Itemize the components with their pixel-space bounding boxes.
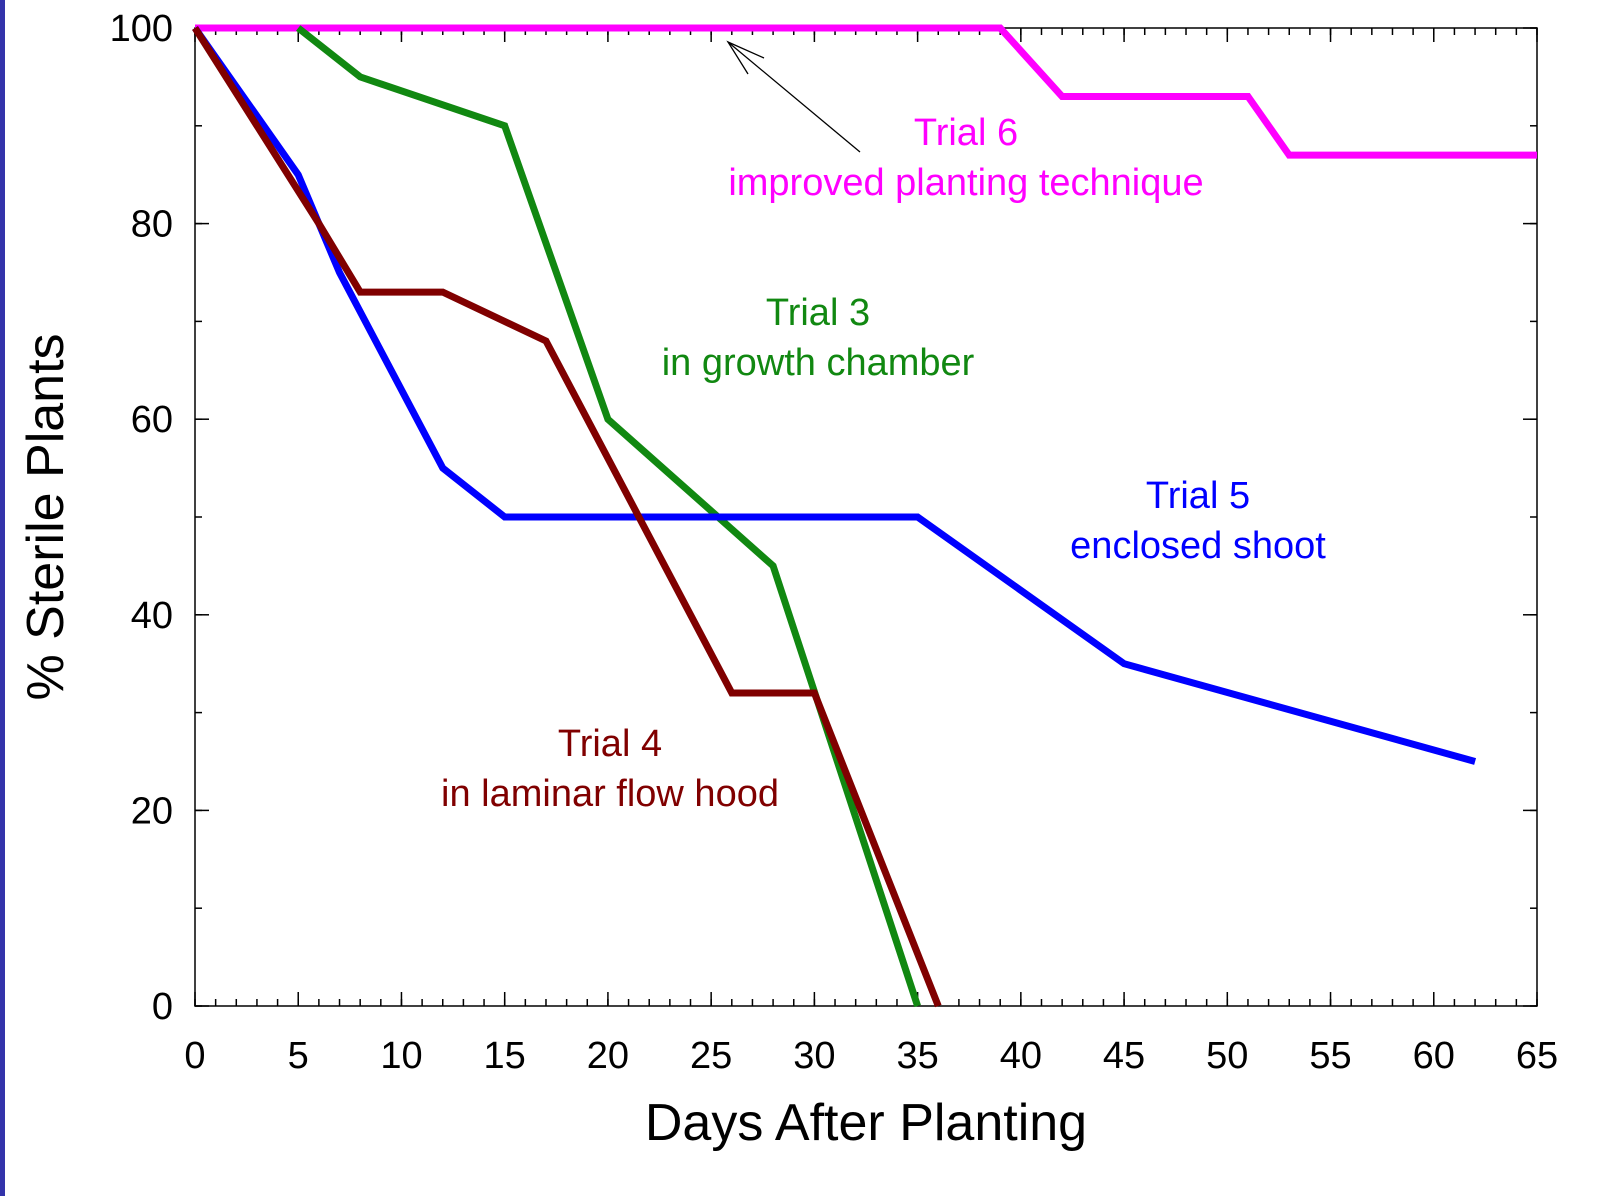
x-tick-label: 35 (896, 1035, 938, 1077)
x-tick-label: 40 (1000, 1035, 1042, 1077)
series-description: enclosed shoot (1070, 525, 1326, 567)
series-line (192, 26, 942, 1008)
series-name: Trial 5 (1146, 475, 1250, 517)
y-axis-label: % Sterile Plants (17, 333, 75, 700)
x-tick-label: 55 (1309, 1035, 1351, 1077)
x-tick-label: 0 (184, 1035, 205, 1077)
x-tick-label: 60 (1413, 1035, 1455, 1077)
series-description: improved planting technique (728, 162, 1203, 204)
y-tick-label: 40 (131, 595, 173, 637)
annotation-arrowhead (726, 40, 765, 75)
y-tick-label: 80 (131, 204, 173, 246)
x-tick-label: 45 (1103, 1035, 1145, 1077)
series-line (192, 25, 1477, 765)
y-tick-label: 0 (152, 986, 173, 1028)
x-tick-label: 65 (1516, 1035, 1558, 1077)
series-description: in laminar flow hood (441, 773, 779, 815)
x-tick-label: 50 (1206, 1035, 1248, 1077)
x-tick-label: 10 (380, 1035, 422, 1077)
series-line (296, 25, 921, 1008)
series-name: Trial 3 (766, 292, 870, 334)
y-tick-label: 20 (131, 790, 173, 832)
x-axis-label: Days After Planting (645, 1094, 1087, 1152)
x-tick-label: 5 (288, 1035, 309, 1077)
series-name: Trial 6 (914, 112, 1018, 154)
edge-strip (0, 0, 5, 1196)
y-tick-label: 100 (110, 8, 173, 50)
x-tick-label: 30 (793, 1035, 835, 1077)
annotation-arrow (727, 41, 861, 153)
y-tick-label: 60 (131, 399, 173, 441)
series-description: in growth chamber (662, 342, 975, 384)
x-tick-label: 25 (690, 1035, 732, 1077)
series-line (195, 24, 1537, 159)
x-tick-label: 15 (484, 1035, 526, 1077)
x-tick-label: 20 (587, 1035, 629, 1077)
series-name: Trial 4 (558, 723, 662, 765)
